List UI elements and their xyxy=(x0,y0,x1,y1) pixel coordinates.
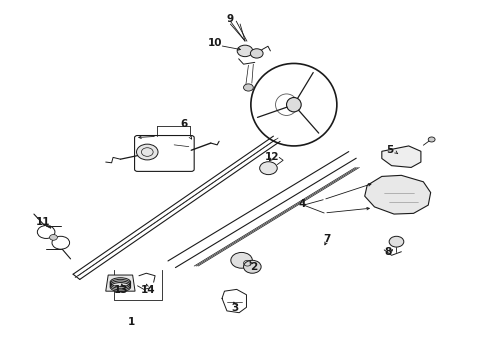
Text: 2: 2 xyxy=(250,262,257,272)
Text: 12: 12 xyxy=(265,152,279,162)
Circle shape xyxy=(250,49,263,58)
Text: 1: 1 xyxy=(128,318,135,327)
Circle shape xyxy=(244,84,253,91)
Text: 11: 11 xyxy=(36,217,50,227)
Circle shape xyxy=(428,137,435,142)
Polygon shape xyxy=(382,146,421,167)
Text: 5: 5 xyxy=(387,145,394,155)
Text: 6: 6 xyxy=(180,120,188,129)
Circle shape xyxy=(231,252,252,268)
Ellipse shape xyxy=(110,278,131,287)
Text: 9: 9 xyxy=(227,14,234,24)
Text: 3: 3 xyxy=(232,303,239,313)
Circle shape xyxy=(49,234,57,240)
Ellipse shape xyxy=(287,98,301,112)
Text: 4: 4 xyxy=(298,199,306,210)
Polygon shape xyxy=(365,175,431,214)
Circle shape xyxy=(389,236,404,247)
Text: 10: 10 xyxy=(207,38,222,48)
Text: 13: 13 xyxy=(114,285,128,295)
Polygon shape xyxy=(106,275,135,291)
Circle shape xyxy=(244,260,261,273)
Circle shape xyxy=(137,144,158,160)
Text: 8: 8 xyxy=(385,247,392,257)
Text: 14: 14 xyxy=(141,285,155,295)
Circle shape xyxy=(260,162,277,175)
Text: 7: 7 xyxy=(323,234,331,244)
FancyBboxPatch shape xyxy=(135,135,194,171)
Circle shape xyxy=(237,45,253,57)
